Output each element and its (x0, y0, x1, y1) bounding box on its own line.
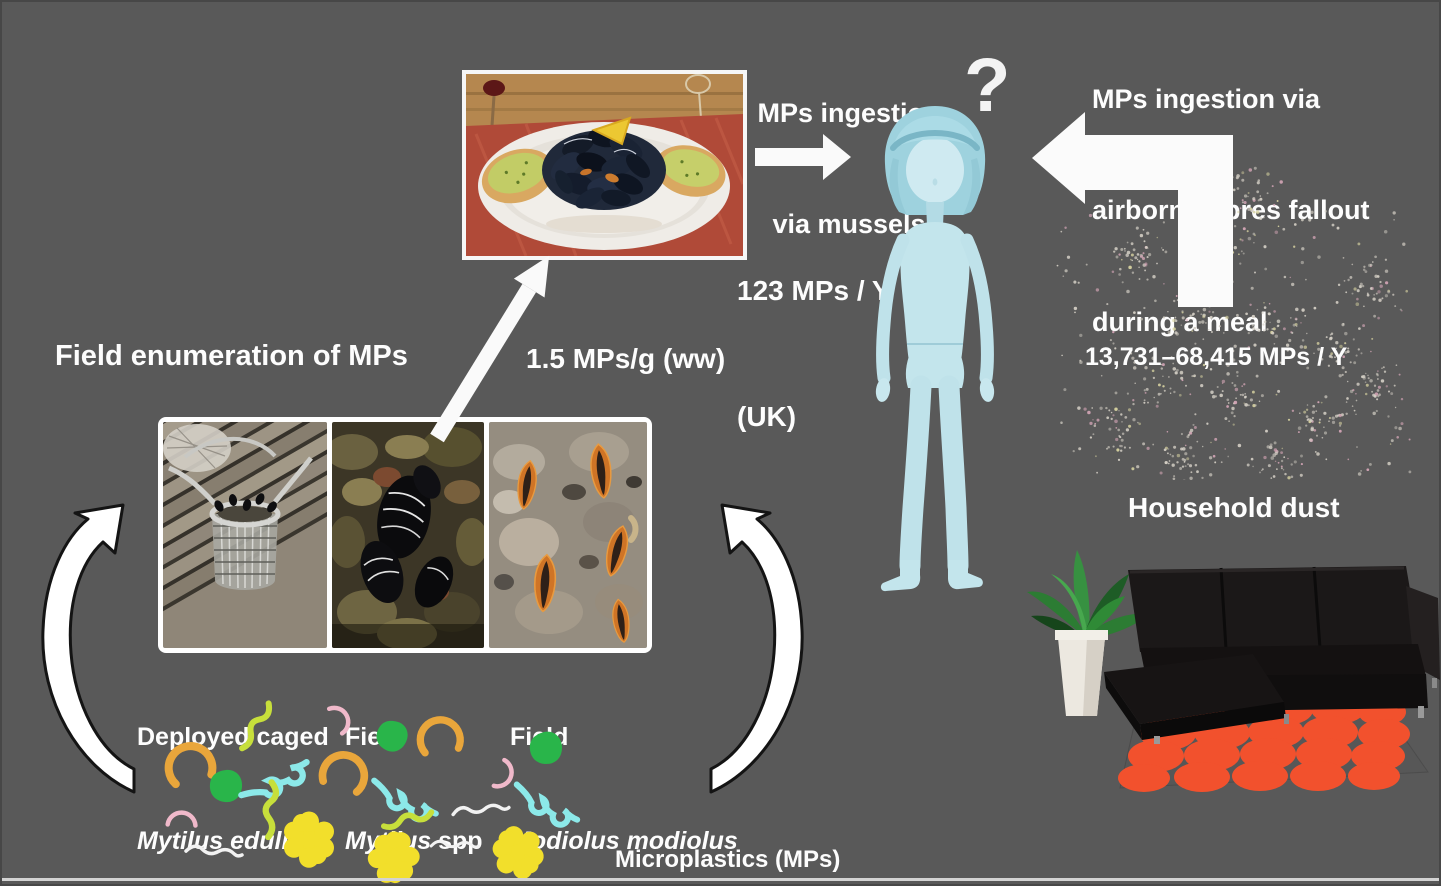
garlic-bread-right (654, 145, 726, 197)
label-dust-intake-value: 13,731–68,415 MPs / Y (1085, 343, 1348, 371)
figure-bottom-rule (2, 878, 1439, 881)
photo-deployed-cage (163, 422, 327, 648)
dust-particles (1056, 166, 1412, 480)
garlic-bread-left (481, 148, 555, 204)
arrow-dish-to-person (755, 134, 851, 180)
microplastic-curl (515, 785, 578, 826)
torso (900, 222, 970, 360)
uk-intake-value: 123 MPs / Y (737, 275, 891, 306)
label-microplastics: Microplastics (MPs) (615, 846, 841, 873)
field-photos-frame (158, 417, 652, 653)
potted-plant (1027, 550, 1149, 716)
field-enumeration-heading: Field enumeration of MPs (55, 340, 408, 372)
microplastic-pom (360, 822, 427, 886)
airborne-fallout-graphic (1032, 112, 1412, 480)
mussel-cage (168, 436, 313, 590)
horse-mussels (517, 443, 630, 643)
microplastic-thinarc (166, 807, 198, 839)
label-line: MPs ingestion (757, 97, 941, 128)
microplastic-arc (320, 749, 370, 793)
cycle-arrow-right (709, 503, 804, 794)
uk-intake-qualifier: (UK) (737, 401, 797, 432)
face (906, 137, 964, 203)
arrow-dust-to-person (1032, 112, 1233, 307)
microplastic-blob (209, 769, 243, 803)
label-household-dust: Household dust (1128, 492, 1340, 523)
microplastic-blob (372, 716, 412, 756)
microplastic-arc (418, 717, 462, 753)
label-line: MPs ingestion via (1092, 83, 1321, 114)
microplastic-pom (284, 811, 334, 868)
cycle-arrow-left (41, 503, 136, 794)
photo-field-mytilus (332, 422, 484, 648)
person-figure (875, 106, 995, 592)
microplastic-blob (527, 729, 565, 767)
microplastic-wave (184, 842, 245, 861)
mussel-dish-photo (462, 70, 747, 260)
label-uk-intake: 123 MPs / Y (UK) (737, 186, 891, 522)
headband (890, 130, 980, 151)
microplastic-thinarc (485, 759, 516, 789)
microplastic-thinarc (325, 707, 350, 734)
microplastic-wave (429, 838, 481, 851)
microplastic-wave (451, 802, 511, 817)
sofa (1104, 566, 1440, 744)
photo-field-modiolus (489, 422, 647, 648)
microplastic-curl (241, 742, 311, 818)
arrow-mussels-to-dish (430, 255, 550, 443)
microplastic-arc (164, 741, 215, 785)
lemon-wedge (591, 116, 632, 146)
mussel-dish-illustration (466, 74, 745, 257)
mussel-shell (377, 475, 431, 559)
microplastic-squiggle (237, 702, 274, 750)
question-mark: ? (964, 43, 1011, 128)
microplastic-pom (487, 820, 549, 885)
label-concentration: 1.5 MPs/g (ww) (526, 343, 726, 374)
microplastics-field (120, 700, 700, 886)
mussels-pile (542, 128, 666, 210)
